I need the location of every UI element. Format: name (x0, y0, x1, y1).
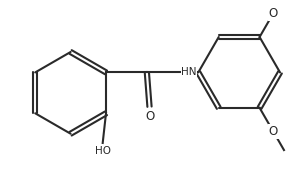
Text: O: O (268, 7, 278, 20)
Text: HO: HO (95, 146, 111, 156)
Text: O: O (146, 110, 155, 123)
Text: HN: HN (181, 67, 197, 77)
Text: O: O (268, 125, 278, 138)
